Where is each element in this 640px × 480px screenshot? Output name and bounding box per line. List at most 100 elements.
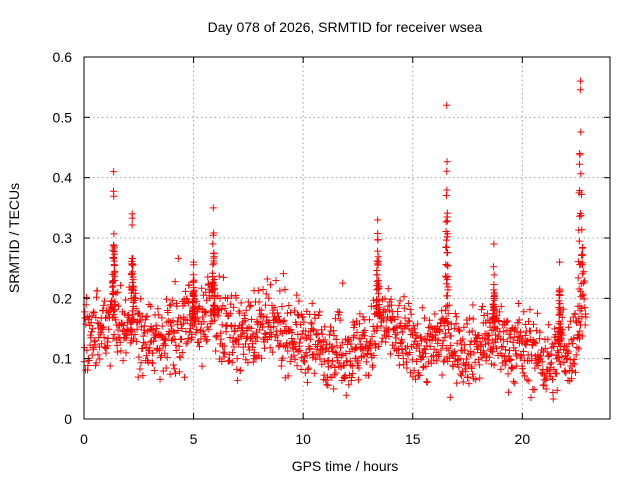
data-point [325, 331, 333, 339]
data-point [536, 335, 544, 343]
data-point [445, 301, 453, 309]
data-point [98, 324, 106, 332]
data-point [477, 341, 485, 349]
data-point [106, 362, 114, 370]
data-point [454, 356, 462, 364]
data-point [262, 290, 270, 298]
data-point [87, 319, 95, 327]
data-point [547, 350, 555, 358]
data-point [280, 342, 288, 350]
data-point [328, 344, 336, 352]
data-point [582, 313, 590, 321]
data-point [174, 318, 182, 326]
data-point [451, 309, 459, 317]
data-point [468, 327, 476, 335]
data-point [314, 329, 322, 337]
data-point [575, 226, 583, 234]
data-point [113, 341, 121, 349]
data-point [304, 365, 312, 373]
data-point [100, 297, 108, 305]
data-point [447, 320, 455, 328]
data-point [339, 279, 347, 287]
data-point [294, 331, 302, 339]
data-point [556, 258, 564, 266]
data-point [578, 259, 586, 267]
data-point [299, 313, 307, 321]
data-point [287, 309, 295, 317]
data-point [396, 340, 404, 348]
data-point [568, 375, 576, 383]
data-point [324, 381, 332, 389]
data-point [211, 292, 219, 300]
data-point [209, 240, 217, 248]
data-point [128, 337, 136, 345]
data-point [119, 357, 127, 365]
data-point [517, 328, 525, 336]
data-point [357, 335, 365, 343]
data-point [522, 320, 530, 328]
data-point [149, 349, 157, 357]
data-point [577, 128, 585, 136]
data-point [510, 333, 518, 341]
data-point [248, 316, 256, 324]
data-point [281, 286, 289, 294]
data-point [156, 353, 164, 361]
data-point [251, 355, 259, 363]
data-point [337, 344, 345, 352]
data-point [226, 333, 234, 341]
data-point [215, 272, 223, 280]
data-point [490, 301, 498, 309]
data-point [246, 334, 254, 342]
data-point [418, 353, 426, 361]
data-point [110, 261, 118, 269]
data-point [178, 324, 186, 332]
data-point [570, 360, 578, 368]
data-point [305, 345, 313, 353]
data-point [382, 338, 390, 346]
data-point [348, 345, 356, 353]
data-point [230, 343, 238, 351]
data-point [505, 330, 513, 338]
data-point [504, 370, 512, 378]
data-point [493, 345, 501, 353]
data-point [581, 304, 589, 312]
data-point [370, 351, 378, 359]
chart-title: Day 078 of 2026, SRMTID for receiver wse… [208, 19, 483, 35]
x-axis-title: GPS time / hours [292, 458, 399, 474]
x-tick-label: 15 [405, 431, 421, 447]
data-point [468, 363, 476, 371]
data-point [554, 347, 562, 355]
data-point [442, 228, 450, 236]
data-point [404, 317, 412, 325]
data-point [218, 321, 226, 329]
data-point [555, 348, 563, 356]
data-point [348, 373, 356, 381]
data-point [266, 329, 274, 337]
data-point [562, 369, 570, 377]
data-point [164, 331, 172, 339]
data-point [244, 359, 252, 367]
data-point [530, 320, 538, 328]
data-point [525, 377, 533, 385]
data-point [395, 361, 403, 369]
data-point [258, 312, 266, 320]
data-point [109, 277, 117, 285]
data-point [203, 336, 211, 344]
data-point [381, 295, 389, 303]
x-tick-label: 5 [190, 431, 198, 447]
data-point [324, 363, 332, 371]
data-point [255, 298, 263, 306]
data-point [140, 322, 148, 330]
data-point [546, 364, 554, 372]
data-point [104, 309, 112, 317]
data-point [109, 278, 117, 286]
data-point [296, 347, 304, 355]
data-point [444, 325, 452, 333]
data-point [479, 302, 487, 310]
data-point [137, 359, 145, 367]
data-point [541, 371, 549, 379]
data-point [451, 348, 459, 356]
data-point [423, 342, 431, 350]
data-point [222, 328, 230, 336]
